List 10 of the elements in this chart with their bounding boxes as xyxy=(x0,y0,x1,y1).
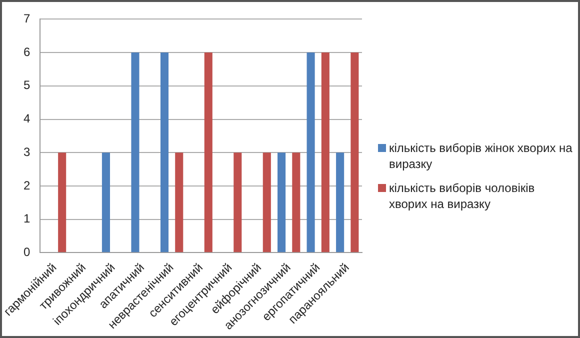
legend-label: кількість виборів жінок хворих на виразку xyxy=(389,140,573,172)
y-tick-label: 0 xyxy=(23,244,30,259)
y-tick-label: 6 xyxy=(23,44,30,59)
y-tick-label: 1 xyxy=(23,212,30,226)
y-tick-label: 3 xyxy=(23,144,30,159)
y-tick-label: 5 xyxy=(23,78,30,92)
legend-label: кількість виборів чоловіків хворих на виразку xyxy=(389,180,536,212)
y-tick-label: 2 xyxy=(23,178,30,192)
y-tick-label: 4 xyxy=(23,112,30,126)
y-tick-label: 7 xyxy=(23,12,30,26)
